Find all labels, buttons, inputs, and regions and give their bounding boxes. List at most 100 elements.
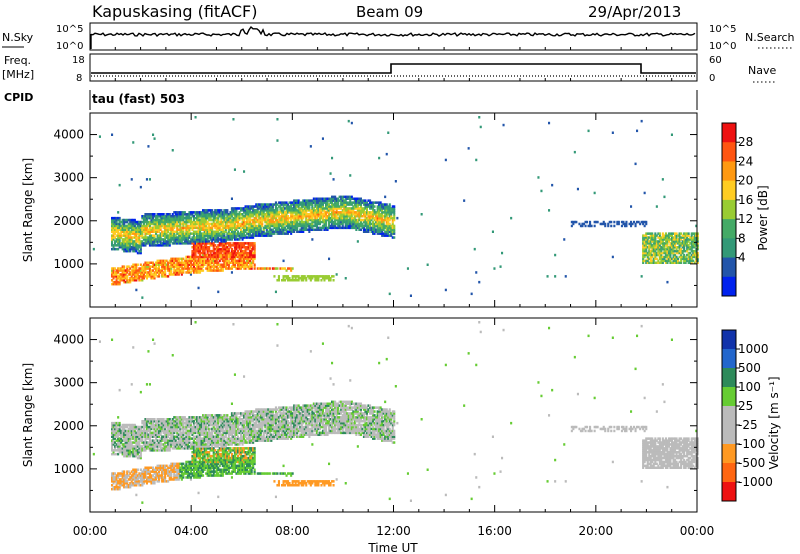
velocity-cell <box>130 423 133 427</box>
velocity-cell <box>133 454 136 458</box>
power-cell <box>224 228 227 231</box>
power-cell <box>202 253 205 257</box>
power-cell <box>196 255 199 259</box>
velocity-cell <box>117 431 120 435</box>
power-cell <box>206 259 209 263</box>
power-cell <box>259 226 262 230</box>
velocity-cell <box>129 485 132 489</box>
power-cell <box>211 265 214 268</box>
power-cell <box>332 222 335 226</box>
power-cell <box>135 288 138 292</box>
power-cell <box>661 232 664 235</box>
power-cell <box>182 238 185 241</box>
power-cell <box>343 211 346 214</box>
power-cell <box>261 224 264 228</box>
power-cell <box>250 226 253 230</box>
power-cell <box>145 215 148 218</box>
power-cell <box>352 197 355 200</box>
power-cell <box>170 271 173 274</box>
power-cell <box>334 205 337 208</box>
power-cell <box>323 277 326 280</box>
power-cell <box>284 275 287 278</box>
power-cell <box>282 279 285 282</box>
power-cell <box>126 226 129 230</box>
power-cell <box>205 209 208 212</box>
power-cell <box>303 213 306 216</box>
power-cell <box>127 246 130 249</box>
power-cell <box>293 203 296 206</box>
power-cell <box>250 236 253 239</box>
power-cell <box>314 224 317 228</box>
power-cell <box>674 236 677 239</box>
power-cell <box>643 244 646 247</box>
power-cell <box>331 207 334 210</box>
power-cell <box>649 244 652 247</box>
power-cell <box>385 207 388 210</box>
power-cell <box>211 261 214 264</box>
power-cell <box>165 228 168 231</box>
velocity-cell <box>135 435 138 438</box>
power-cell <box>226 267 229 270</box>
power-cell <box>274 205 277 208</box>
velocity-cell <box>135 433 138 436</box>
power-cell <box>282 205 285 208</box>
power-cell <box>294 201 297 204</box>
power-cell <box>341 224 344 228</box>
velocity-cell <box>138 437 141 440</box>
power-cell <box>191 226 194 230</box>
power-cell <box>194 222 197 226</box>
power-cell <box>317 279 320 282</box>
power-cell <box>645 234 648 237</box>
velocity-cell <box>126 443 129 446</box>
power-cell <box>250 211 253 214</box>
power-cell <box>230 261 233 264</box>
power-cell <box>294 209 297 212</box>
power-cell <box>338 195 341 199</box>
power-cell <box>265 218 268 222</box>
power-cell <box>387 220 390 224</box>
power-cell <box>674 234 677 237</box>
power-cell <box>667 251 670 255</box>
power-cell <box>290 209 293 212</box>
velocity-cell <box>111 443 114 446</box>
power-cell <box>315 215 318 218</box>
power-cell <box>147 222 150 226</box>
power-cell <box>693 255 696 259</box>
power-cell <box>145 273 148 276</box>
power-cell <box>205 238 208 241</box>
power-cell <box>693 234 696 237</box>
power-cell <box>165 218 168 222</box>
power-cell <box>139 244 142 247</box>
power-cell <box>156 224 159 228</box>
power-cell <box>382 232 385 235</box>
power-cell <box>156 261 159 264</box>
velocity-cell <box>112 482 115 485</box>
power-cell <box>180 259 183 263</box>
power-cell <box>297 215 300 218</box>
power-cell <box>200 259 203 263</box>
power-cell <box>683 257 686 261</box>
power-cell <box>165 234 168 237</box>
power-cell <box>246 216 249 220</box>
power-cell <box>491 230 494 233</box>
power-cell <box>646 251 649 255</box>
power-cell <box>200 247 203 251</box>
power-cell <box>117 269 120 272</box>
power-cell <box>240 230 243 233</box>
power-cell <box>356 209 359 212</box>
power-cell <box>150 277 153 280</box>
power-cell <box>171 220 174 224</box>
power-cell <box>370 211 373 214</box>
power-cell <box>238 267 241 270</box>
power-cell <box>112 247 115 251</box>
power-cell <box>185 216 188 220</box>
power-cell <box>183 211 186 214</box>
power-cell <box>696 257 699 261</box>
power-cell <box>171 224 174 228</box>
power-cell <box>208 265 211 268</box>
power-cell <box>176 269 179 272</box>
power-cell <box>124 280 127 284</box>
power-cell <box>252 242 255 245</box>
power-cell <box>660 251 663 255</box>
